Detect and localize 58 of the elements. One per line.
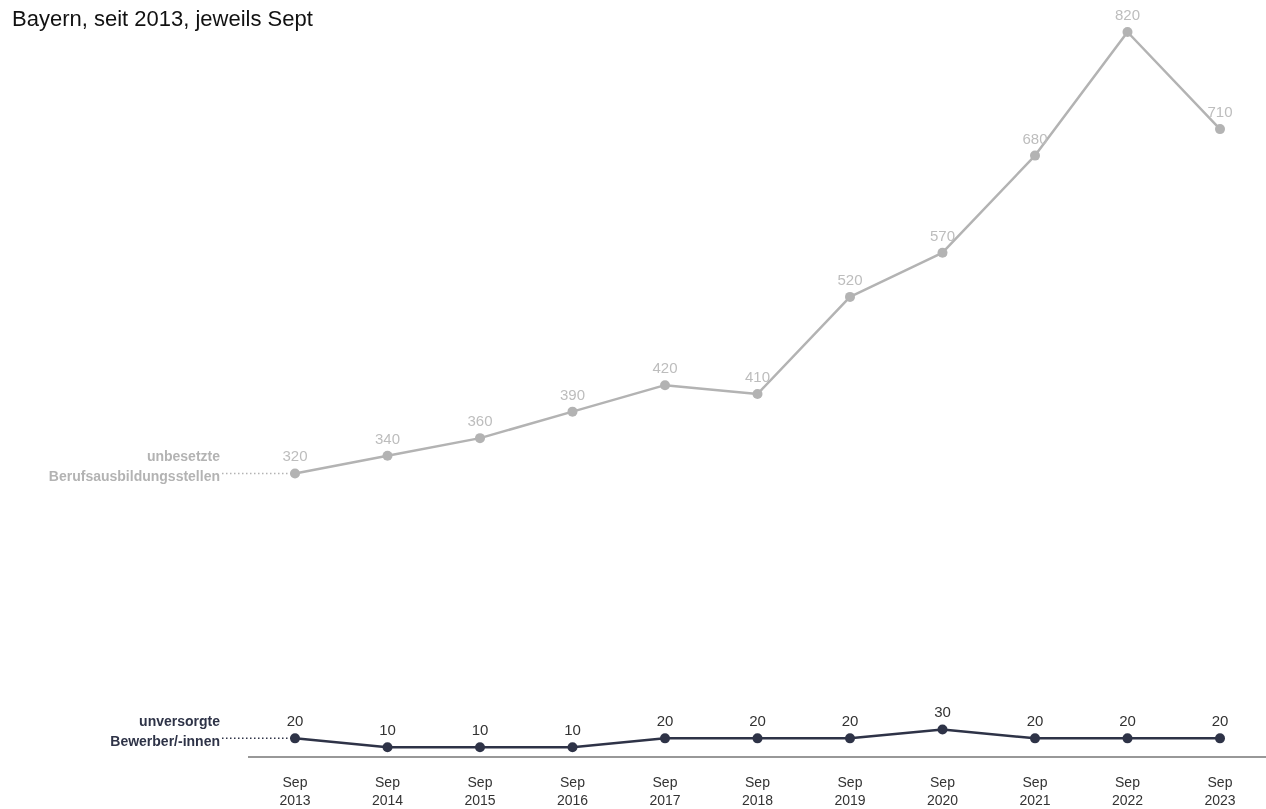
- data-label: 10: [564, 721, 581, 739]
- point: [1030, 150, 1040, 161]
- legend-label: unbesetzte Berufsausbildungsstellen: [48, 448, 221, 485]
- data-label: 20: [841, 712, 859, 730]
- chart-title: Bayern, seit 2013, jeweils Sept: [12, 5, 313, 31]
- data-label: 360: [467, 412, 493, 430]
- point: [290, 733, 300, 744]
- point: [567, 406, 578, 417]
- data-label: 520: [837, 270, 863, 288]
- point: [1122, 27, 1133, 37]
- data-label: 10: [379, 721, 396, 739]
- x-tick-label: Sep 2017: [649, 773, 681, 808]
- point: [937, 247, 948, 258]
- point: [845, 291, 855, 302]
- data-label: 340: [374, 429, 401, 447]
- point: [752, 733, 763, 744]
- data-label: 20: [1026, 712, 1044, 730]
- point: [845, 733, 855, 744]
- x-tick-label: Sep 2013: [279, 773, 311, 808]
- data-label: 20: [1211, 712, 1229, 730]
- data-label: 320: [282, 447, 308, 465]
- x-tick-label: Sep 2018: [741, 773, 774, 808]
- x-tick-label: Sep 2022: [1111, 773, 1144, 808]
- point: [290, 468, 300, 479]
- data-label: 680: [1022, 129, 1048, 147]
- point: [1030, 733, 1040, 744]
- x-tick-label: Sep 2016: [556, 773, 589, 808]
- point: [475, 433, 485, 444]
- point: [660, 380, 670, 391]
- x-tick-label: Sep 2015: [464, 773, 496, 808]
- point: [567, 742, 578, 753]
- data-label: 390: [559, 385, 586, 403]
- data-label: 420: [652, 359, 678, 377]
- point: [752, 389, 763, 399]
- data-label: 410: [744, 367, 771, 385]
- x-tick-label: Sep 2021: [1019, 773, 1051, 808]
- data-label: 20: [749, 712, 766, 730]
- data-label: 20: [656, 712, 674, 730]
- point: [1215, 733, 1225, 744]
- x-tick-label: Sep 2019: [834, 773, 866, 808]
- point: [382, 742, 393, 753]
- data-label: 710: [1207, 103, 1233, 121]
- point: [1215, 124, 1225, 135]
- point: [660, 733, 670, 744]
- data-label: 820: [1114, 5, 1141, 23]
- point: [475, 742, 485, 753]
- data-label: 570: [929, 226, 956, 244]
- point: [937, 724, 948, 735]
- data-label: 30: [934, 703, 951, 721]
- data-label: 20: [1119, 712, 1136, 730]
- point: [1122, 733, 1133, 744]
- data-label: 20: [286, 712, 304, 730]
- x-tick-label: Sep 2020: [926, 773, 959, 808]
- point: [382, 450, 393, 461]
- legend-label: unversorgte Bewerber/-innen: [110, 713, 221, 750]
- x-tick-label: Sep 2014: [371, 773, 404, 808]
- data-label: 10: [471, 721, 489, 739]
- x-tick-label: Sep 2023: [1204, 773, 1236, 808]
